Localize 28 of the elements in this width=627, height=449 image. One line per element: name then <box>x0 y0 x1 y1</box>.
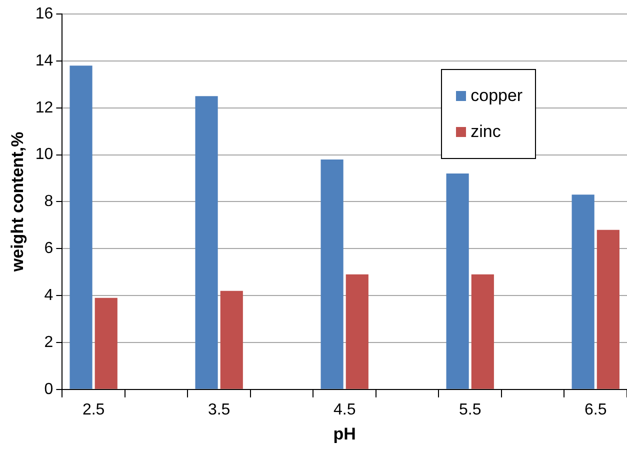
x-tick-label: 4.5 <box>333 401 356 418</box>
bar <box>346 274 368 389</box>
bar <box>70 66 92 389</box>
bar <box>94 298 118 389</box>
y-tick-label: 6 <box>44 240 54 258</box>
bar <box>596 230 620 389</box>
y-tick-label: 16 <box>35 5 54 22</box>
y-tick-label: 8 <box>44 193 54 210</box>
y-tick-label: 4 <box>44 286 54 304</box>
bar <box>220 290 243 389</box>
x-axis-title: pH <box>333 424 356 444</box>
bar <box>195 96 218 389</box>
y-tick-label: 10 <box>35 146 54 164</box>
legend-label: copper <box>470 86 523 106</box>
x-tick-label: 5.5 <box>458 401 482 418</box>
bar <box>572 194 594 389</box>
bar <box>320 159 344 389</box>
legend-label: zinc <box>470 122 501 142</box>
y-tick-label: 2 <box>44 334 54 351</box>
x-tick-label: 3.5 <box>208 401 230 418</box>
y-tick-label: 12 <box>35 99 54 116</box>
y-tick-label: 0 <box>44 380 54 398</box>
y-tick-label: 14 <box>35 52 54 70</box>
x-tick-label: 6.5 <box>584 401 607 418</box>
x-tick-label: 2.5 <box>82 401 105 418</box>
y-axis-title: weight content,% <box>8 132 27 273</box>
bar <box>446 174 469 389</box>
bar <box>471 274 494 389</box>
